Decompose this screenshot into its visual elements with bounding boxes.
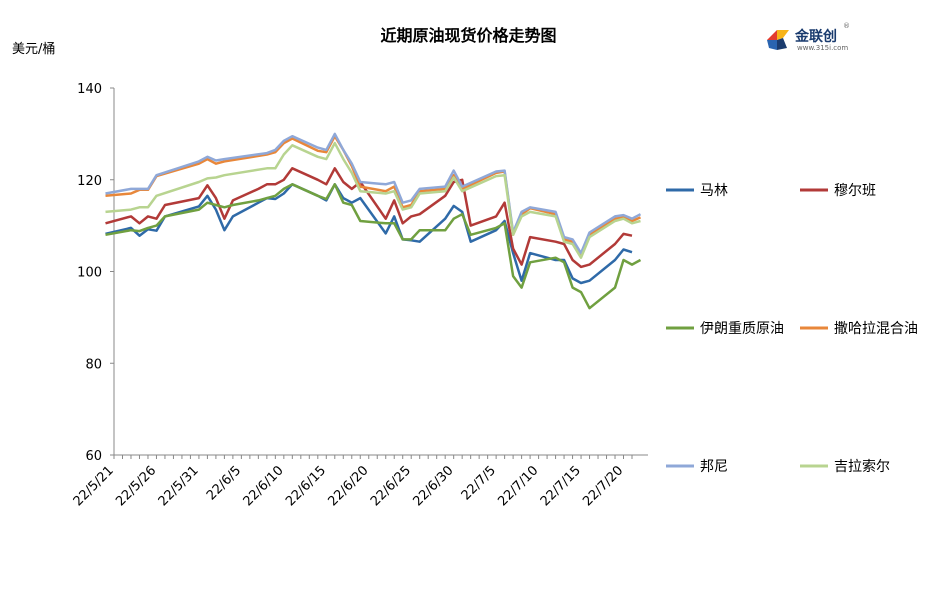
logo-brand-text: 金联创 (795, 29, 837, 45)
logo-registered-mark: ® (843, 22, 850, 30)
x-tick-label: 22/5/26 (113, 463, 159, 509)
x-tick-label: 22/7/10 (495, 463, 541, 509)
x-tick-label: 22/6/10 (241, 463, 287, 509)
chart-title: 近期原油现货价格走势图 (380, 26, 557, 45)
x-tick-label: 22/6/30 (410, 463, 456, 509)
series-line (105, 141, 641, 259)
x-tick-label: 22/6/20 (326, 463, 372, 509)
x-tick-label: 22/6/25 (368, 463, 414, 509)
y-tick-label: 60 (85, 449, 102, 464)
legend-label: 伊朗重质原油 (700, 321, 784, 337)
series-line (105, 132, 642, 255)
logo-mark-icon (767, 30, 789, 50)
legend-label: 邦尼 (700, 459, 728, 475)
x-tick-label: 22/5/21 (71, 463, 117, 509)
x-tick-label: 22/6/15 (283, 463, 329, 509)
y-tick-label: 140 (77, 82, 102, 97)
series-line (105, 134, 641, 257)
legend-label: 马林 (700, 183, 728, 199)
series-line (105, 167, 633, 269)
series-line (105, 183, 642, 310)
legend-label: 穆尔班 (834, 183, 876, 199)
x-tick-label: 22/6/5 (204, 463, 244, 503)
x-tick-label: 22/7/20 (580, 463, 626, 509)
y-axis-unit-label: 美元/桶 (12, 42, 56, 57)
legend-label: 撒哈拉混合油 (834, 321, 918, 337)
legend-label: 吉拉索尔 (834, 458, 890, 475)
x-tick-label: 22/7/15 (538, 463, 584, 509)
y-tick-label: 80 (85, 357, 102, 372)
brand-logo: 金联创 www.315i.com ® (765, 22, 855, 56)
x-tick-label: 22/7/5 (459, 463, 499, 503)
logo-site-text: www.315i.com (797, 44, 849, 52)
y-tick-label: 120 (77, 174, 102, 189)
x-tick-label: 22/5/31 (156, 463, 202, 509)
series-line (105, 183, 633, 285)
y-tick-label: 100 (77, 266, 102, 281)
